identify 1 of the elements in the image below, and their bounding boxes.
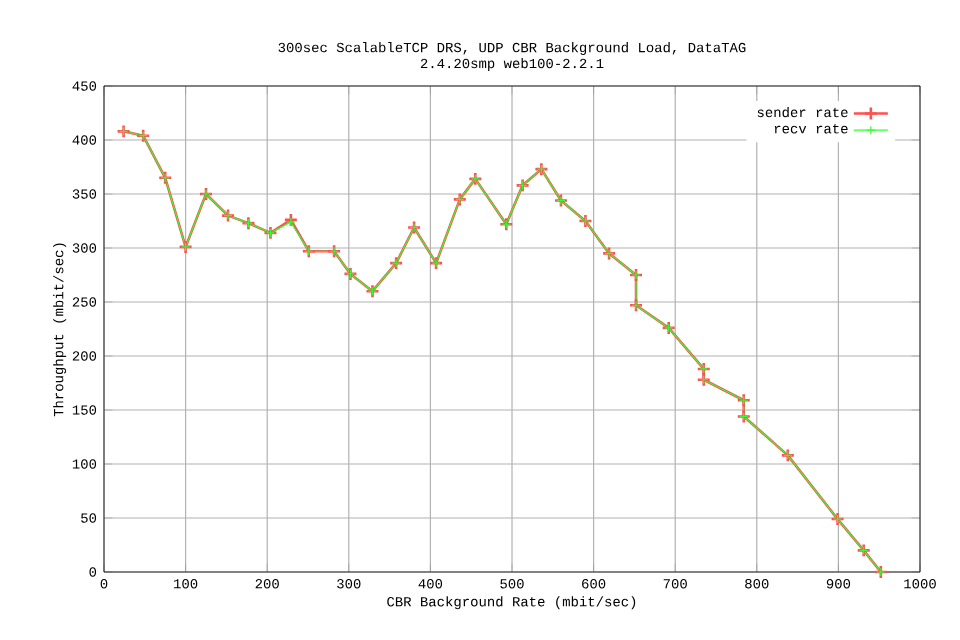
point [286, 217, 296, 227]
